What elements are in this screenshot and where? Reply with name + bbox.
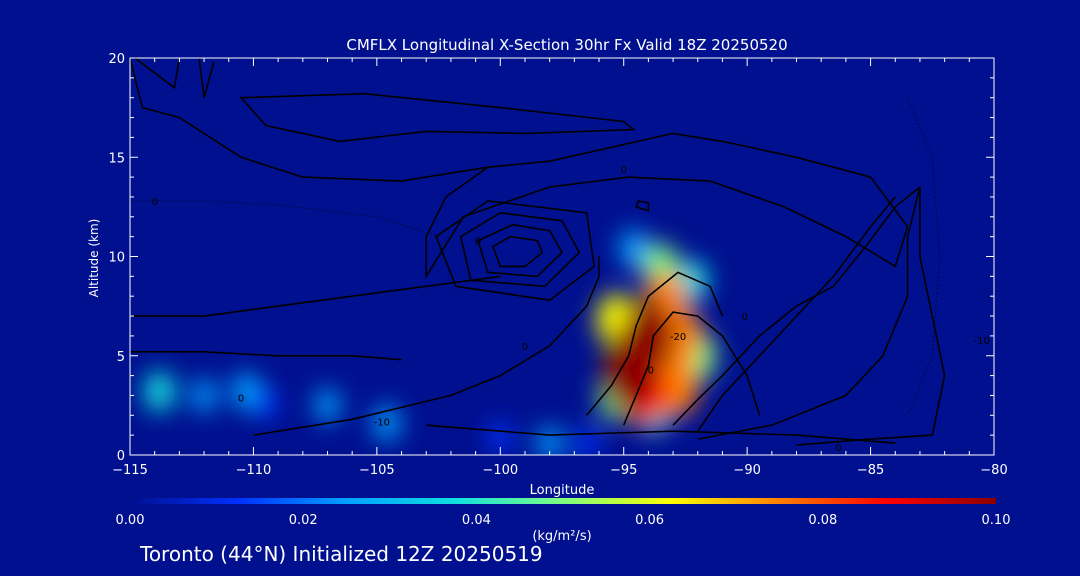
flux-cell <box>487 421 513 453</box>
contour-line <box>697 196 896 432</box>
contour-label: -10 <box>973 336 989 347</box>
contour-line <box>426 424 896 444</box>
contour-closed <box>435 200 595 302</box>
y-tick-label: 20 <box>108 52 125 67</box>
contour-line <box>622 311 761 426</box>
x-tick-label: −100 <box>482 463 518 478</box>
flux-cell <box>190 378 218 413</box>
y-tick-label: 0 <box>117 449 125 464</box>
x-tick-label: −105 <box>359 463 395 478</box>
contour-closed <box>459 211 581 288</box>
chart-title: CMFLX Longitudinal X-Section 30hr Fx Val… <box>346 36 787 54</box>
contour-closed <box>491 235 544 268</box>
contour-line <box>130 58 489 182</box>
flux-cell <box>574 427 600 455</box>
x-tick-label: −95 <box>610 463 637 478</box>
contour-line <box>697 186 921 440</box>
contour-line <box>130 275 501 317</box>
contour-label: 0 <box>741 312 747 323</box>
flux-cell <box>314 388 341 423</box>
flux-cells <box>144 229 716 455</box>
contour-label: 0 <box>475 237 481 248</box>
flux-cell <box>536 426 563 455</box>
flux-cell <box>618 229 649 268</box>
contour-line <box>253 256 600 436</box>
contour-label: 0 <box>621 165 627 176</box>
contour-label: 0 <box>238 393 244 404</box>
flux-cell <box>231 372 261 411</box>
contour-label: 0 <box>522 342 528 353</box>
y-axis-label: Altitude (km) <box>87 219 101 298</box>
colorbar-tick-label: 0.04 <box>462 513 491 528</box>
footer-init-text: Toronto (44°N) Initialized 12Z 20250519 <box>139 542 543 566</box>
y-tick-label: 5 <box>117 350 125 365</box>
x-tick-label: −110 <box>236 463 272 478</box>
flux-cell <box>144 371 176 412</box>
colorbar: 0.00 0.02 0.04 0.06 0.08 0.10 (kg/m²/s) <box>116 498 1011 544</box>
colorbar-tick-label: 0.00 <box>116 513 145 528</box>
x-axis: −115 −110 −105 −100 −95 −90 −85 −80 <box>112 58 1008 478</box>
contour-line <box>198 58 215 98</box>
plot-area: 0 0 0 0 0 0 0 0 -20 -10 -10 <box>129 57 995 456</box>
flux-heatmap <box>144 229 716 455</box>
contour-line <box>130 351 402 361</box>
contour-label: -10 <box>374 417 390 428</box>
x-tick-label: −80 <box>980 463 1007 478</box>
x-tick-label: −85 <box>857 463 884 478</box>
x-tick-label: −115 <box>112 463 148 478</box>
flux-cell <box>602 339 655 412</box>
contour-label: 0 <box>648 366 654 377</box>
contour-label: -20 <box>670 332 686 343</box>
contour-line <box>672 186 921 426</box>
contour-line <box>586 271 724 416</box>
colorbar-tick-label: 0.02 <box>289 513 318 528</box>
flux-cell <box>372 405 401 442</box>
contour-closed <box>635 199 650 212</box>
colorbar-tick-label: 0.08 <box>808 513 837 528</box>
contour-lines <box>130 58 946 446</box>
y-axis: 0 5 10 15 20 <box>108 52 994 464</box>
contour-closed <box>477 223 564 278</box>
y-tick-label: 15 <box>108 151 125 166</box>
colorbar-tick-label: 0.10 <box>982 513 1011 528</box>
contour-labels: 0 0 0 0 0 0 0 0 -20 -10 -10 <box>151 165 989 454</box>
contour-closed <box>239 92 636 143</box>
contour-label: 0 <box>151 197 157 208</box>
colorbar-tick-label: 0.06 <box>635 513 664 528</box>
colorbar-units: (kg/m²/s) <box>532 529 591 544</box>
colorbar-gradient <box>130 498 996 504</box>
contour-line <box>796 187 946 446</box>
colorbar-ticks: 0.00 0.02 0.04 0.06 0.08 0.10 <box>116 513 1011 528</box>
contour-label: 0 <box>835 443 841 454</box>
x-tick-label: −90 <box>733 463 760 478</box>
contour-line <box>134 58 181 90</box>
x-axis-label: Longitude <box>530 483 595 498</box>
contour-dotted <box>130 200 439 238</box>
contour-dotted <box>907 97 941 416</box>
y-tick-label: 10 <box>108 251 125 266</box>
